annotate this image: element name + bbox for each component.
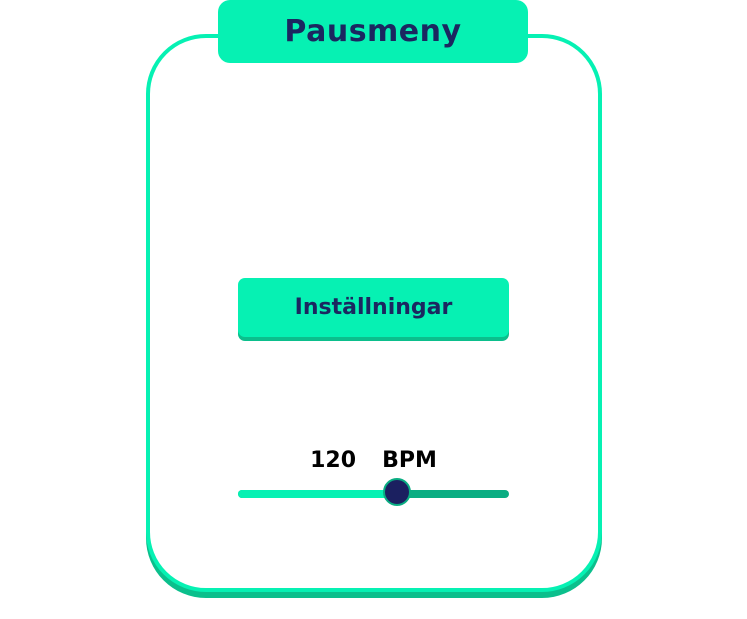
tempo-readout: 120 BPM [238,448,509,473]
settings-button-label: Inställningar [294,295,453,320]
tempo-value: 120 [310,448,357,473]
tempo-slider-fill [238,490,398,498]
tempo-unit: BPM [382,448,437,473]
pause-menu-title: Pausmeny [284,14,462,49]
tempo-slider-thumb[interactable] [382,478,411,506]
tempo-slider[interactable] [238,478,509,506]
pause-menu-title-tab: Pausmeny [218,0,528,63]
settings-button[interactable]: Inställningar [238,278,509,337]
